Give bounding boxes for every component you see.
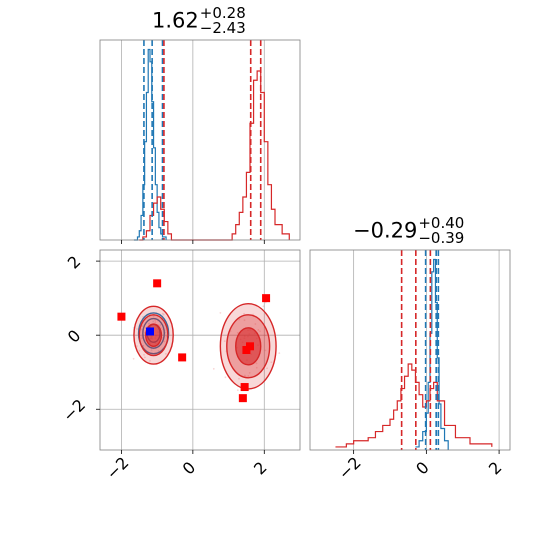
red-square-marker bbox=[178, 353, 187, 362]
scatter-sample-point bbox=[147, 323, 150, 325]
red-square-marker bbox=[153, 279, 162, 288]
scatter-sample-point bbox=[144, 356, 146, 359]
x-tick-label: 0 bbox=[412, 458, 433, 479]
scatter-sample-point bbox=[259, 330, 261, 333]
scatter-sample-point bbox=[164, 352, 167, 355]
scatter-sample-point bbox=[162, 313, 165, 316]
scatter-sample-point bbox=[149, 359, 151, 362]
x-tick-label: 2 bbox=[485, 458, 506, 479]
scatter-sample-point bbox=[255, 366, 258, 369]
scatter-sample-point bbox=[278, 352, 281, 355]
x-tick-label: 2 bbox=[250, 458, 271, 479]
scatter-sample-point bbox=[236, 331, 239, 334]
scatter-sample-point bbox=[264, 349, 267, 352]
y-tick-label: 2 bbox=[64, 252, 85, 273]
scatter-sample-point bbox=[136, 328, 138, 330]
red-square-marker bbox=[238, 394, 247, 403]
histogram-series-red bbox=[335, 363, 493, 448]
histogram-series-red bbox=[139, 70, 290, 241]
histogram-panel-0 bbox=[99, 39, 301, 244]
scatter-sample-point bbox=[219, 312, 222, 314]
scatter-sample-point bbox=[224, 376, 227, 379]
histogram-series-blue bbox=[133, 48, 167, 241]
panel-title-param-1: 1.62 +0.28 −2.43 bbox=[152, 4, 255, 38]
scatter-sample-point bbox=[266, 367, 268, 370]
scatter-sample-point bbox=[152, 320, 155, 323]
scatter-sample-point bbox=[154, 319, 157, 322]
blue-square-marker bbox=[146, 327, 154, 336]
scatter-sample-point bbox=[157, 349, 160, 352]
scatter-sample-point bbox=[243, 374, 246, 377]
red-square-marker bbox=[242, 346, 251, 354]
density-panel: −2 −2 0 0 2 2 bbox=[59, 249, 301, 483]
scatter-sample-point bbox=[270, 361, 273, 364]
title-2-upper-error: +0.40 bbox=[418, 214, 465, 232]
x-tick-label: 0 bbox=[179, 458, 200, 479]
scatter-sample-point bbox=[148, 322, 151, 325]
density-contour-blue-0-0 bbox=[137, 312, 170, 355]
scatter-sample-point bbox=[263, 334, 266, 337]
scatter-sample-point bbox=[161, 336, 164, 339]
histogram-frame-0 bbox=[99, 39, 301, 241]
scatter-sample-point bbox=[152, 315, 155, 317]
scatter-sample-point bbox=[212, 367, 215, 370]
scatter-sample-point bbox=[238, 377, 240, 380]
title-2-value: −0.29 bbox=[353, 218, 418, 243]
title-2-lower-error: −0.39 bbox=[418, 229, 465, 247]
scatter-sample-point bbox=[150, 349, 153, 351]
scatter-sample-point bbox=[138, 349, 141, 352]
scatter-sample-point bbox=[136, 345, 138, 347]
scatter-sample-point bbox=[254, 323, 257, 325]
histogram-frame-2 bbox=[309, 249, 511, 451]
title-1-value: 1.62 bbox=[152, 8, 199, 33]
scatter-sample-point bbox=[223, 340, 226, 343]
scatter-sample-point bbox=[247, 375, 250, 377]
scatter-sample-point bbox=[161, 312, 164, 315]
y-tick-label: −2 bbox=[59, 395, 89, 425]
y-tick-label: 0 bbox=[64, 326, 85, 347]
scatter-sample-point bbox=[248, 371, 251, 374]
scatter-sample-point bbox=[154, 321, 157, 324]
scatter-sample-point bbox=[143, 353, 145, 356]
panel-title-param-2: −0.29 +0.40 −0.39 bbox=[353, 214, 473, 248]
scatter-sample-point bbox=[163, 340, 166, 343]
scatter-sample-point bbox=[159, 324, 161, 327]
scatter-sample-point bbox=[159, 323, 162, 326]
scatter-sample-point bbox=[255, 362, 258, 365]
scatter-sample-point bbox=[140, 337, 143, 340]
density-contour-blue-0-1 bbox=[142, 317, 165, 349]
scatter-sample-point bbox=[236, 389, 239, 392]
scatter-sample-point bbox=[132, 357, 135, 360]
x-tick-label: −2 bbox=[102, 453, 132, 483]
histogram-series-blue bbox=[415, 258, 449, 450]
scatter-sample-point bbox=[262, 305, 265, 308]
scatter-sample-point bbox=[238, 318, 241, 321]
scatter-sample-point bbox=[257, 329, 260, 331]
red-square-marker bbox=[262, 294, 271, 303]
scatter-sample-point bbox=[141, 328, 143, 331]
density-frame bbox=[99, 249, 301, 451]
title-1-lower-error: −2.43 bbox=[199, 19, 246, 37]
red-square-marker bbox=[117, 312, 126, 321]
x-tick-label: −2 bbox=[335, 453, 365, 483]
histogram-panel-2: −2 0 2 bbox=[309, 249, 511, 483]
title-1-upper-error: +0.28 bbox=[199, 4, 246, 22]
red-square-marker bbox=[240, 383, 249, 392]
scatter-sample-point bbox=[160, 327, 162, 329]
scatter-sample-point bbox=[243, 319, 246, 322]
scatter-sample-point bbox=[243, 312, 245, 315]
